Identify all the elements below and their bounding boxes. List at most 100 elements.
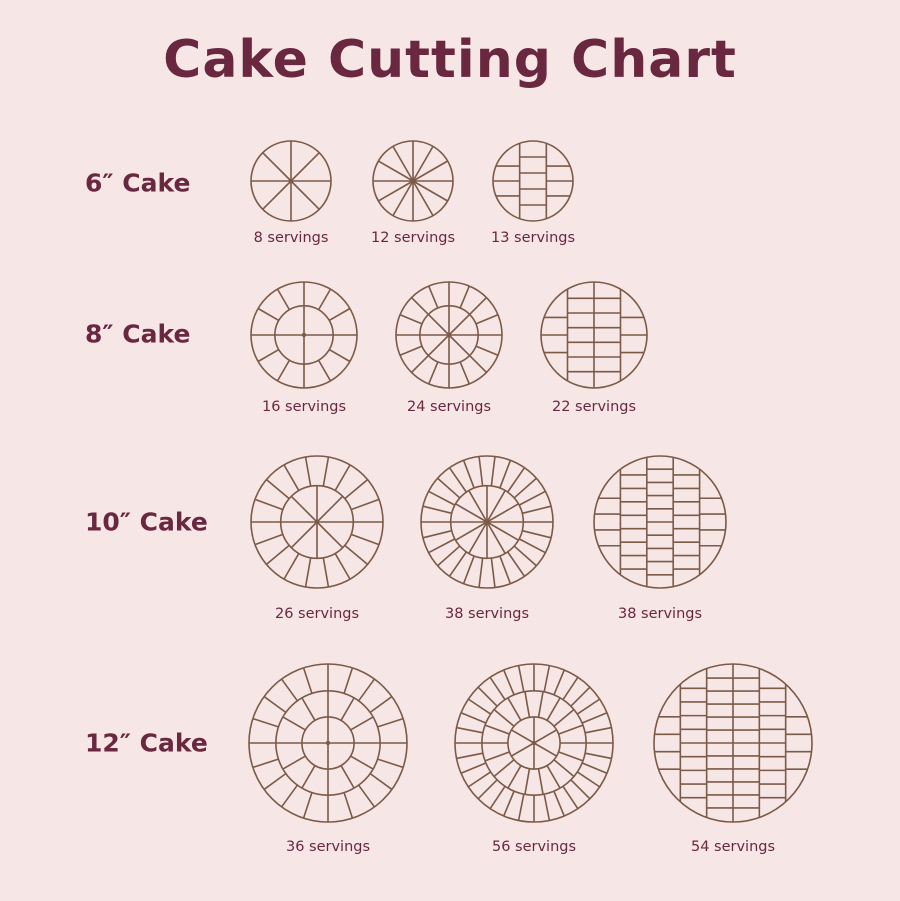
cut-line (489, 676, 506, 701)
cut-line (517, 793, 525, 821)
cut-line (328, 307, 351, 322)
cut-line (524, 691, 531, 718)
cut-line (490, 557, 496, 588)
cut-line (280, 784, 299, 808)
cut-line (506, 467, 526, 493)
cut-line (412, 145, 434, 182)
cut-line (478, 456, 484, 487)
cut-line (283, 553, 300, 580)
cut-line (448, 551, 468, 577)
cut-line (304, 557, 312, 588)
cut-line (518, 538, 546, 554)
center-dot (410, 178, 416, 184)
cut-line (553, 669, 565, 696)
cut-line (282, 755, 306, 770)
cake-diagram (250, 140, 332, 222)
cut-line (553, 759, 575, 778)
cake-outline (395, 281, 503, 389)
cut-line (317, 288, 332, 311)
cut-line (493, 759, 515, 778)
row-label-12-inch: 12″ Cake (85, 728, 208, 758)
servings-label: 54 servings (690, 839, 776, 855)
cut-line (570, 779, 591, 800)
cut-line (477, 686, 498, 707)
cut-line (283, 464, 300, 491)
cake-diagram (250, 455, 384, 589)
cake-outline (492, 140, 574, 222)
cut-line (254, 498, 284, 511)
cut-line (570, 686, 591, 707)
servings-label: 12 servings (370, 230, 456, 246)
cut-line (422, 505, 452, 515)
cut-line (377, 758, 404, 769)
cut-line (546, 765, 561, 789)
cut-line (350, 498, 380, 511)
cut-line (468, 521, 488, 554)
cut-line (262, 180, 292, 210)
cut-line (455, 521, 488, 541)
center-dot (288, 178, 294, 184)
cut-line (252, 717, 279, 728)
cake-diagram (540, 281, 648, 389)
cut-line (399, 345, 423, 357)
center-dot (484, 519, 490, 525)
cut-line (334, 464, 351, 491)
center-dot (301, 332, 307, 338)
grid-cuts (541, 282, 647, 388)
cut-line (290, 521, 318, 549)
cake-diagram (653, 663, 813, 823)
cut-line (412, 180, 449, 202)
cut-line (448, 313, 471, 336)
cut-line (477, 779, 498, 800)
cut-line (317, 359, 332, 382)
cut-line (334, 553, 351, 580)
cut-line (369, 695, 393, 714)
cut-line (322, 557, 330, 588)
cut-line (456, 726, 484, 734)
cake-outline (372, 140, 454, 222)
cut-line (290, 495, 318, 523)
cut-line (467, 698, 492, 715)
cut-line (469, 296, 488, 315)
cut-line (460, 762, 487, 774)
cut-line (427, 285, 439, 309)
cut-line (369, 772, 393, 791)
cut-line (558, 724, 584, 735)
cut-line (290, 180, 320, 210)
page-title: Cake Cutting Chart (163, 30, 737, 90)
cut-line (412, 160, 449, 182)
grid-cuts (493, 141, 573, 221)
cut-line (511, 729, 535, 744)
cut-line (522, 529, 552, 539)
cake-diagram (372, 140, 454, 222)
servings-label: 24 servings (406, 399, 492, 415)
servings-label: 16 servings (261, 399, 347, 415)
cut-line (357, 678, 376, 702)
cake-diagram (248, 663, 408, 823)
cake-diagram (250, 281, 358, 389)
cut-line (377, 717, 404, 728)
cut-line (252, 758, 279, 769)
cut-line (340, 697, 355, 721)
cut-line (410, 355, 429, 374)
cut-line (265, 544, 290, 566)
servings-label: 56 servings (491, 839, 577, 855)
cut-line (478, 557, 484, 588)
cut-line (543, 665, 551, 693)
row-label-6-inch: 6″ Cake (85, 168, 191, 198)
cut-line (533, 742, 557, 757)
servings-label: 38 servings (444, 606, 530, 622)
cut-line (262, 152, 292, 182)
cut-line (460, 712, 487, 724)
cut-line (584, 752, 612, 760)
cut-line (343, 667, 354, 694)
cake-diagram (420, 455, 554, 589)
cut-line (428, 538, 456, 554)
cut-line (469, 355, 488, 374)
cut-line (344, 478, 369, 500)
cut-line (282, 716, 306, 731)
servings-label: 36 servings (285, 839, 371, 855)
servings-label: 26 servings (274, 606, 360, 622)
cut-line (506, 551, 526, 577)
cut-line (350, 755, 374, 770)
